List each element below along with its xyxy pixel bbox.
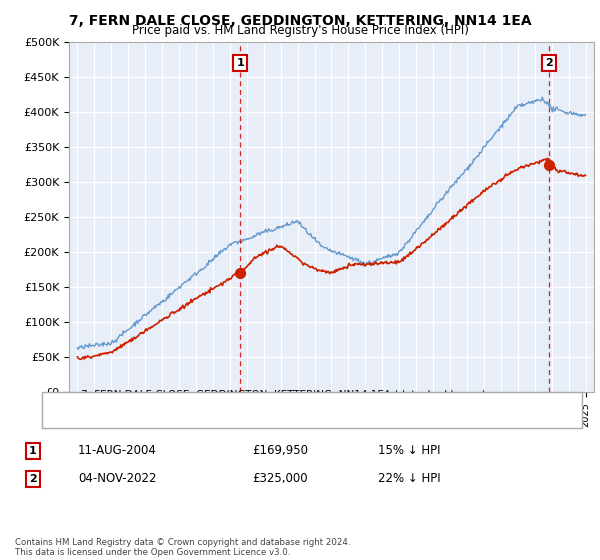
Text: £325,000: £325,000 xyxy=(252,472,308,486)
Text: 7, FERN DALE CLOSE, GEDDINGTON, KETTERING, NN14 1EA (detached house): 7, FERN DALE CLOSE, GEDDINGTON, KETTERIN… xyxy=(81,390,486,399)
Text: 2: 2 xyxy=(545,58,553,68)
Point xyxy=(544,160,554,169)
Point xyxy=(235,269,245,278)
Text: 15% ↓ HPI: 15% ↓ HPI xyxy=(378,444,440,458)
Text: 1: 1 xyxy=(29,446,37,456)
Text: 2: 2 xyxy=(29,474,37,484)
Text: £169,950: £169,950 xyxy=(252,444,308,458)
Text: HPI: Average price, detached house, North Northamptonshire: HPI: Average price, detached house, Nort… xyxy=(81,408,401,418)
Text: 22% ↓ HPI: 22% ↓ HPI xyxy=(378,472,440,486)
Text: 1: 1 xyxy=(236,58,244,68)
Text: Price paid vs. HM Land Registry's House Price Index (HPI): Price paid vs. HM Land Registry's House … xyxy=(131,24,469,37)
Text: 7, FERN DALE CLOSE, GEDDINGTON, KETTERING, NN14 1EA: 7, FERN DALE CLOSE, GEDDINGTON, KETTERIN… xyxy=(68,14,532,28)
Text: 11-AUG-2004: 11-AUG-2004 xyxy=(78,444,157,458)
Text: Contains HM Land Registry data © Crown copyright and database right 2024.
This d: Contains HM Land Registry data © Crown c… xyxy=(15,538,350,557)
Text: 04-NOV-2022: 04-NOV-2022 xyxy=(78,472,157,486)
